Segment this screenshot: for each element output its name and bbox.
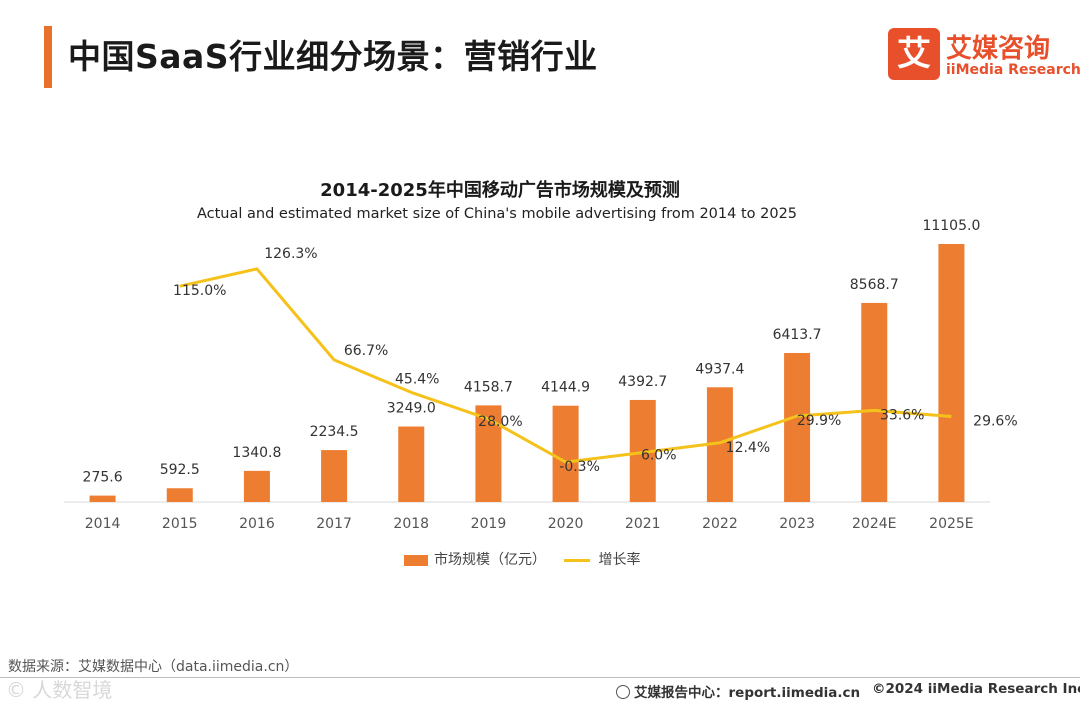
x-tick-2019: 2019	[471, 516, 507, 532]
chart-title: 2014-2025年中国移动广告市场规模及预测	[320, 180, 680, 201]
bar-label-2019: 4158.7	[464, 379, 513, 395]
bar-label-2014: 275.6	[83, 470, 123, 486]
x-tick-2015: 2015	[162, 516, 198, 532]
title-accent-bar	[44, 26, 52, 88]
bar-label-2020: 4144.9	[541, 380, 590, 396]
legend-line-swatch	[564, 558, 591, 562]
bar-label-2025E: 11105.0	[922, 218, 980, 234]
watermark: © 人数智境	[6, 678, 113, 702]
copyright: ©2024 iiMedia Research Inc	[872, 681, 1080, 697]
line-label-2024E: 33.6%	[880, 407, 924, 423]
x-tick-2020: 2020	[548, 516, 584, 532]
legend-bar-label: 市场规模（亿元）	[434, 552, 546, 568]
bar-label-2024E: 8568.7	[850, 277, 899, 293]
x-tick-2022: 2022	[702, 516, 738, 532]
line-label-2021: 6.0%	[641, 448, 677, 464]
line-label-2015: 115.0%	[173, 283, 226, 299]
line-label-2017: 66.7%	[344, 343, 388, 359]
bar-label-2017: 2234.5	[310, 424, 359, 440]
bar-2017	[321, 450, 348, 502]
legend-item-growth-rate: 增长率	[564, 549, 640, 569]
x-tick-2024E: 2024E	[852, 516, 896, 532]
brand-logo: 艾 艾媒咨询 iiMedia Research	[888, 28, 1080, 84]
bar-label-2018: 3249.0	[387, 401, 436, 417]
bar-2020	[552, 405, 579, 502]
bar-label-2023: 6413.7	[773, 327, 822, 343]
chart-legend: 市场规模（亿元） 增长率	[404, 549, 654, 569]
bar-label-2021: 4392.7	[618, 374, 667, 390]
bar-2024E	[861, 302, 888, 502]
x-tick-2023: 2023	[779, 516, 815, 532]
report-center-link[interactable]: 艾媒报告中心：report.iimedia.cn	[616, 681, 860, 701]
bar-2019	[475, 405, 502, 502]
bar-2015	[166, 488, 193, 502]
line-label-2019: 28.0%	[478, 414, 522, 430]
line-label-2025E: 29.6%	[973, 414, 1017, 430]
bar-2018	[398, 426, 425, 502]
chart-subtitle: Actual and estimated market size of Chin…	[196, 206, 798, 222]
bar-label-2016: 1340.8	[232, 445, 281, 461]
line-label-2018: 45.4%	[395, 371, 439, 387]
growth-rate-line	[179, 267, 952, 464]
brand-name-en: iiMedia Research	[946, 62, 1080, 78]
bar-2014	[89, 495, 116, 502]
bar-2016	[243, 470, 270, 502]
legend-line-label: 增长率	[598, 552, 641, 568]
x-tick-2016: 2016	[239, 516, 275, 532]
x-tick-2021: 2021	[625, 516, 661, 532]
report-center-text: 艾媒报告中心：report.iimedia.cn	[634, 685, 861, 701]
x-tick-2014: 2014	[85, 516, 121, 532]
bar-label-2022: 4937.4	[695, 361, 744, 377]
legend-item-market-size: 市场规模（亿元）	[404, 549, 546, 569]
x-tick-2017: 2017	[316, 516, 352, 532]
line-label-2020: -0.3%	[559, 459, 600, 475]
page-title: 中国SaaS行业细分场景：营销行业	[68, 37, 598, 76]
x-tick-2025E: 2025E	[929, 516, 973, 532]
brand-name-cn: 艾媒咨询	[946, 34, 1051, 64]
bar-2023	[784, 352, 811, 502]
line-label-2022: 12.4%	[726, 440, 770, 456]
brand-logo-icon: 艾	[888, 28, 940, 80]
line-label-2016: 126.3%	[264, 246, 317, 262]
bar-2025E	[938, 244, 965, 502]
bar-label-2015: 592.5	[160, 462, 200, 478]
footer-divider	[0, 677, 1080, 678]
line-label-2023: 29.9%	[797, 413, 841, 429]
x-tick-2018: 2018	[393, 516, 429, 532]
data-source-note: 数据来源：艾媒数据中心（data.iimedia.cn）	[8, 659, 299, 675]
legend-bar-swatch	[404, 554, 428, 566]
globe-icon	[616, 685, 630, 699]
